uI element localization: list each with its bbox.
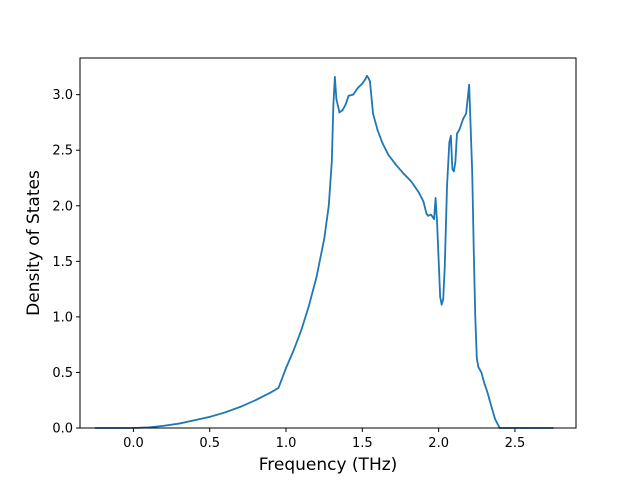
axes-frame — [79, 57, 577, 429]
data-point — [366, 74, 368, 77]
data-point — [486, 391, 489, 394]
data-point — [239, 406, 242, 408]
data-point — [269, 391, 272, 394]
data-point — [372, 112, 374, 115]
data-point — [418, 191, 420, 194]
data-point — [476, 357, 478, 359]
data-point — [454, 160, 457, 163]
data-point — [315, 276, 318, 278]
data-point — [451, 168, 454, 170]
data-point — [448, 141, 451, 144]
y-tick-label: 1.0 — [52, 310, 73, 325]
data-point — [456, 132, 458, 135]
data-point — [208, 416, 211, 418]
data-point — [434, 197, 437, 199]
y-axis-ticks: 0.0 0.5 1.0 1.5 2.0 2.5 3.0 — [52, 88, 80, 437]
data-point — [347, 94, 350, 97]
data-point — [494, 418, 496, 420]
data-point — [361, 82, 364, 85]
data-point — [474, 316, 477, 318]
data-point — [193, 419, 196, 422]
plot-area — [80, 58, 576, 428]
data-point — [395, 163, 397, 166]
data-point — [430, 213, 432, 216]
data-point — [462, 118, 464, 120]
data-point — [332, 104, 335, 107]
data-point — [376, 129, 379, 132]
y-axis-label: Density of States — [24, 170, 44, 316]
data-point — [327, 204, 330, 207]
data-point — [439, 296, 441, 298]
data-point — [442, 298, 445, 300]
data-point — [292, 349, 295, 352]
data-point — [387, 153, 390, 156]
data-point — [489, 402, 492, 405]
data-point — [483, 382, 486, 385]
data-point — [254, 399, 257, 402]
data-point — [352, 93, 354, 96]
x-tick-label: 0.0 — [123, 436, 144, 451]
y-tick-label: 1.5 — [52, 255, 73, 270]
data-point — [465, 112, 467, 115]
data-point — [459, 127, 461, 129]
data-point — [425, 212, 428, 215]
data-point — [402, 172, 405, 175]
data-point — [471, 171, 474, 174]
data-point — [308, 304, 310, 307]
data-point — [300, 329, 303, 332]
data-point — [335, 98, 338, 100]
y-tick-label: 0.0 — [52, 422, 73, 437]
y-tick-label: 3.0 — [52, 88, 73, 103]
y-tick-label: 2.0 — [52, 199, 73, 214]
data-point — [341, 109, 344, 112]
data-point — [450, 134, 452, 137]
data-point — [163, 424, 165, 427]
x-axis-ticks: 0.0 0.5 1.0 1.5 2.0 2.5 — [123, 428, 525, 451]
series-line — [95, 74, 554, 429]
x-tick-label: 2.0 — [428, 436, 449, 451]
data-point — [369, 80, 371, 83]
data-point — [422, 200, 425, 203]
data-point — [443, 266, 446, 268]
data-point — [331, 160, 333, 163]
data-point — [364, 78, 367, 80]
data-point — [453, 170, 455, 173]
data-point — [367, 77, 370, 79]
x-tick-label: 0.5 — [199, 436, 220, 451]
x-tick-label: 2.5 — [505, 436, 526, 451]
y-tick-label: 0.5 — [52, 366, 73, 381]
data-point — [356, 87, 359, 89]
data-point — [440, 303, 443, 306]
data-point — [480, 371, 483, 374]
data-point — [178, 422, 180, 425]
data-point — [457, 130, 460, 133]
data-point — [410, 180, 412, 183]
data-point — [285, 367, 287, 369]
data-point — [334, 76, 336, 78]
x-tick-label: 1.5 — [352, 436, 373, 451]
data-point — [323, 238, 325, 240]
data-point — [477, 366, 480, 368]
data-point — [338, 111, 341, 114]
data-point — [468, 83, 470, 86]
data-point — [433, 218, 435, 220]
x-tick-label: 1.0 — [276, 436, 297, 451]
data-point — [436, 222, 438, 225]
data-point — [446, 184, 448, 187]
data-point — [472, 249, 475, 252]
data-point — [381, 141, 383, 144]
data-point — [344, 103, 347, 106]
x-axis-label: Frequency (THz) — [259, 455, 398, 475]
data-point — [277, 387, 280, 389]
y-tick-label: 2.5 — [52, 144, 73, 159]
data-point — [280, 379, 283, 382]
data-point — [427, 214, 429, 217]
data-point — [224, 411, 226, 414]
